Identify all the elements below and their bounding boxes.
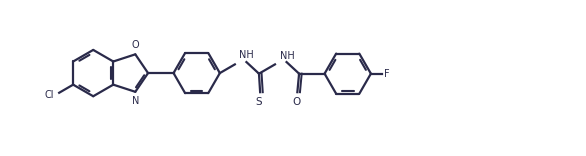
Text: O: O — [131, 40, 139, 50]
Text: N: N — [132, 96, 139, 106]
Text: S: S — [255, 97, 263, 107]
Text: NH: NH — [280, 51, 294, 61]
Text: F: F — [384, 69, 389, 79]
Text: O: O — [292, 97, 300, 107]
Text: NH: NH — [240, 50, 254, 60]
Text: Cl: Cl — [45, 90, 54, 100]
